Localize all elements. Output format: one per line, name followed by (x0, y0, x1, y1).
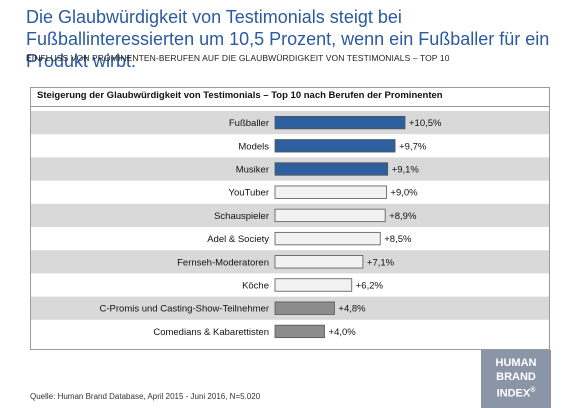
bar (274, 208, 386, 223)
bar (274, 162, 389, 176)
value-label: +9,7% (399, 141, 427, 152)
value-label: +4,0% (329, 327, 357, 338)
category-label: YouTuber (229, 188, 270, 199)
value-label: +9,1% (392, 165, 420, 176)
value-label: +4,8% (338, 304, 366, 315)
value-label: +9,0% (390, 188, 418, 199)
category-label: Adel & Society (207, 234, 269, 245)
category-label: Fußballer (229, 118, 269, 129)
category-label: Köche (242, 281, 269, 292)
chart-frame: Steigerung der Glaubwürdigkeit von Testi… (30, 87, 550, 350)
value-label: +8,9% (389, 211, 417, 222)
bar (274, 231, 381, 246)
value-label: +7,1% (367, 257, 395, 268)
bar (274, 278, 353, 292)
value-label: +8,5% (384, 234, 412, 245)
chart-title: Steigerung der Glaubwürdigkeit von Testi… (37, 90, 443, 101)
bar (274, 301, 335, 315)
category-label: Musiker (236, 165, 269, 176)
human-brand-index-logo: HUMAN BRAND INDEX® (481, 350, 551, 408)
chart-title-divider (31, 106, 549, 107)
bar (274, 324, 325, 339)
bar (274, 185, 387, 199)
bar (274, 139, 396, 153)
subtitle: EINFLUSS VON PROMINENTEN-BERUFEN AUF DIE… (26, 53, 450, 63)
logo-registered-mark: ® (530, 387, 536, 394)
bar-chart: Fußballer +10,5% Models +9,7% Musiker +9,1% Yo… (31, 111, 549, 339)
source-note: Quelle: Human Brand Database, April 2015… (30, 392, 261, 401)
logo-line-3: INDEX (496, 387, 531, 400)
category-label: Models (238, 141, 269, 152)
category-label: Fernseh-Moderatoren (177, 257, 269, 268)
logo-line-2: BRAND (496, 371, 536, 383)
category-label: C-Promis und Casting-Show-Teilnehmer (100, 304, 269, 315)
bar (274, 255, 364, 269)
value-label: +6,2% (356, 281, 384, 292)
headline: Die Glaubwürdigkeit von Testimonials ste… (26, 7, 550, 71)
value-label: +10,5% (409, 118, 442, 129)
bar (274, 115, 406, 130)
category-label: Comedians & Kabarettisten (153, 327, 269, 338)
logo-line-1: HUMAN (495, 357, 537, 369)
category-label: Schauspieler (214, 211, 269, 222)
